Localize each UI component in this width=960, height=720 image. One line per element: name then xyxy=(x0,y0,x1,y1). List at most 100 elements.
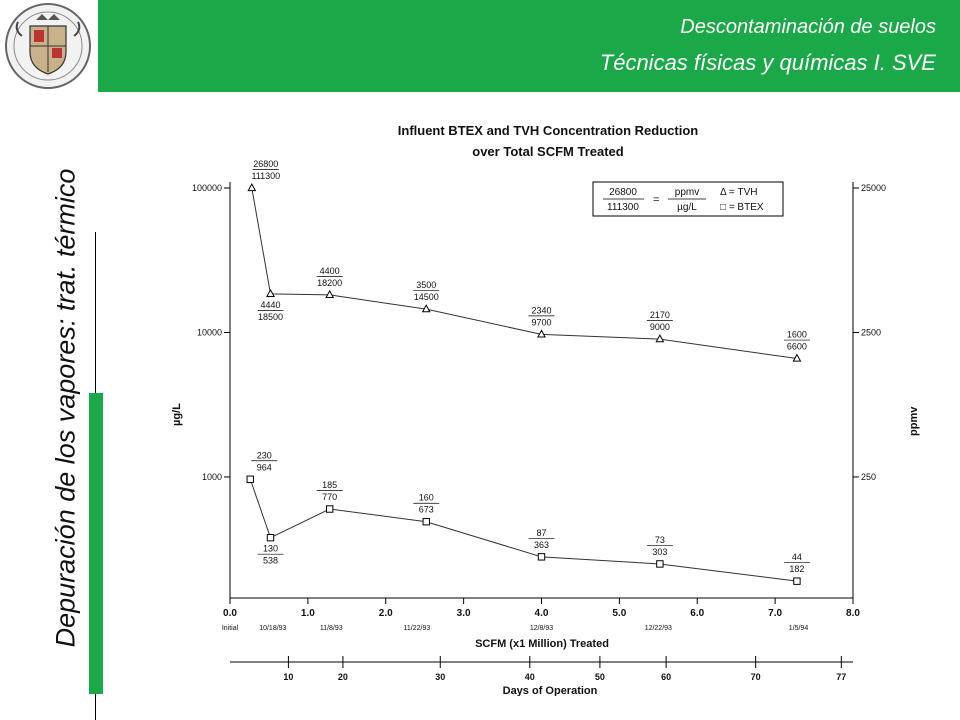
tvh-point-marker xyxy=(792,353,802,362)
tvh-point-marker xyxy=(421,304,431,313)
tvh-point-marker xyxy=(655,334,665,343)
data-label-ppmv: 87 xyxy=(536,528,546,538)
x-tick-label: 0.0 xyxy=(223,608,237,619)
side-title: Depuración de los vapores: trat. térmico xyxy=(50,168,81,648)
days-tick-label: 40 xyxy=(525,672,535,682)
chart-subtitle: over Total SCFM Treated xyxy=(472,144,624,159)
data-label-ugl: 182 xyxy=(789,564,804,574)
university-crest-logo xyxy=(0,0,98,92)
x-date-label: 10/18/93 xyxy=(259,625,286,632)
data-label-ppmv: 185 xyxy=(322,480,337,490)
btex-point-marker xyxy=(246,475,254,483)
y-right-tick-label: 25000 xyxy=(861,183,886,193)
tvh-point-marker xyxy=(266,288,275,297)
data-label-ugl: 18200 xyxy=(317,278,342,288)
tvh-point-marker xyxy=(247,182,257,192)
x-date-label: 12/22/93 xyxy=(645,625,672,632)
x-tick-label: 3.0 xyxy=(457,608,471,619)
header-bar: Descontaminación de suelos Técnicas físi… xyxy=(98,0,960,92)
x-ticks: 0.0 1.0 2.0 3.0 4.0 5.0 6.0 7.0 8.0 xyxy=(223,598,860,619)
data-label-ugl: 111300 xyxy=(251,171,280,181)
days-axis-label: Days of Operation xyxy=(503,685,598,696)
x-tick-label: 7.0 xyxy=(768,608,782,619)
data-label-ppmv: 130 xyxy=(263,544,278,554)
data-label-ppmv: 1600 xyxy=(787,330,807,340)
legend-key-bottom: 111300 xyxy=(607,202,639,213)
legend-unit-top: ppmv xyxy=(675,187,699,198)
legend-unit-bottom: µg/L xyxy=(677,202,697,213)
btex-tvh-chart: Influent BTEX and TVH Concentration Redu… xyxy=(171,123,920,696)
days-tick-label: 77 xyxy=(836,672,846,682)
y-right-tick-label: 250 xyxy=(861,472,876,482)
data-label-ugl: 770 xyxy=(322,492,337,502)
days-tick-label: 70 xyxy=(751,672,761,682)
btex-point-marker xyxy=(537,553,546,561)
data-label-ppmv: 4400 xyxy=(320,266,340,276)
legend-box: 26800 111300 = ppmv µg/L Δ = TVH □ = BTE… xyxy=(592,181,784,217)
tvh-data-label: 26800 111300 xyxy=(251,159,280,181)
data-label-ppmv: 2170 xyxy=(650,310,670,320)
btex-point-marker xyxy=(325,505,334,513)
x-tick-label: 6.0 xyxy=(690,608,704,619)
x-tick-label: 8.0 xyxy=(846,608,860,619)
data-label-ugl: 14500 xyxy=(414,292,439,302)
data-label-ugl: 538 xyxy=(263,556,278,566)
x-tick-label: 4.0 xyxy=(535,608,549,619)
x-tick-label: 5.0 xyxy=(612,608,626,619)
days-tick-label: 10 xyxy=(283,672,293,682)
x-tick-label: 2.0 xyxy=(379,608,393,619)
tvh-data-label: 2170 9000 xyxy=(646,310,673,332)
x-date-label: 11/8/93 xyxy=(320,625,343,632)
side-accent-bar xyxy=(89,393,103,694)
tvh-data-label: 4440 18500 xyxy=(257,300,284,322)
tvh-data-label: 2340 9700 xyxy=(528,305,555,327)
tvh-point-marker xyxy=(325,289,335,299)
btex-point-marker xyxy=(422,518,430,526)
y-left-tick-label: 1000 xyxy=(202,472,222,482)
data-label-ppmv: 26800 xyxy=(253,159,278,169)
data-label-ppmv: 73 xyxy=(655,535,665,545)
x-date-label: 1/5/94 xyxy=(789,625,809,632)
legend-equals: = xyxy=(653,194,659,206)
data-label-ugl: 363 xyxy=(534,540,549,550)
data-label-ugl: 9000 xyxy=(650,322,670,332)
data-label-ppmv: 160 xyxy=(419,493,434,503)
series-layer: 26800 111300 4440 18500 4400 18200 3500 14500 23… xyxy=(246,159,810,585)
y-right-ticks: 25000 2500 250 xyxy=(853,183,886,482)
data-label-ugl: 673 xyxy=(419,505,434,515)
y-right-tick-label: 2500 xyxy=(861,327,881,337)
data-label-ugl: 9700 xyxy=(531,317,551,327)
data-label-ugl: 18500 xyxy=(258,312,283,322)
x-date-labels: Initial 10/18/93 11/8/93 11/22/93 12/8/93 12/… xyxy=(222,625,808,632)
header-title: Descontaminación de suelos xyxy=(680,16,936,38)
x-date-label: 12/8/93 xyxy=(530,625,553,632)
data-label-ppmv: 230 xyxy=(257,450,272,460)
data-label-ugl: 303 xyxy=(652,547,667,557)
legend-key-top: 26800 xyxy=(609,187,637,198)
data-label-ppmv: 2340 xyxy=(531,305,551,315)
y-axis-left-label: µg/L xyxy=(171,403,183,426)
y-left-ticks: 100000 10000 1000 xyxy=(192,183,230,482)
tvh-data-label: 3500 14500 xyxy=(413,280,440,302)
btex-point-marker xyxy=(656,560,664,568)
header-subtitle: Técnicas físicas y químicas I. SVE xyxy=(599,50,936,75)
x-date-label: Initial xyxy=(222,625,239,632)
data-label-ppmv: 3500 xyxy=(416,280,436,290)
data-label-ppmv: 4440 xyxy=(260,300,280,310)
btex-point-marker xyxy=(793,577,801,585)
x-date-label: 11/22/93 xyxy=(404,625,431,632)
data-label-ugl: 6600 xyxy=(787,342,807,352)
data-label-ugl: 964 xyxy=(257,462,272,472)
legend-tvh: Δ = TVH xyxy=(720,187,758,198)
btex-point-marker xyxy=(266,533,275,542)
tvh-data-label: 1600 6600 xyxy=(783,330,810,352)
tvh-data-label: 4400 18200 xyxy=(316,266,343,288)
tvh-point-marker xyxy=(537,329,546,338)
